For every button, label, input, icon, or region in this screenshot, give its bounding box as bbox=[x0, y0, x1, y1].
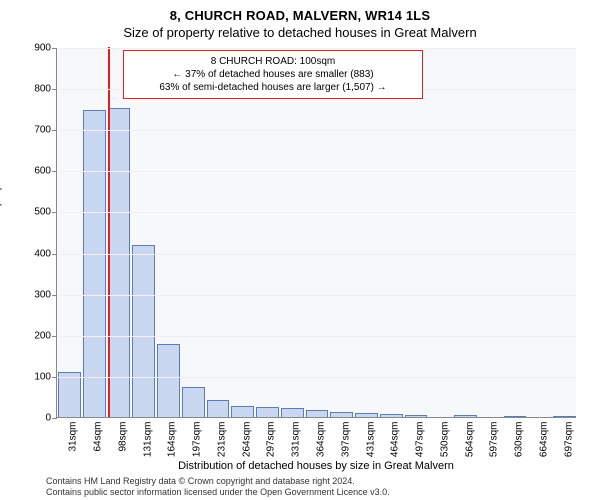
plot-area: 010020030040050060070080090031sqm64sqm98… bbox=[56, 48, 576, 418]
ytick-label: 600 bbox=[21, 166, 51, 177]
bar bbox=[454, 415, 477, 417]
xtick-label: 564sqm bbox=[464, 422, 475, 482]
bar bbox=[504, 416, 527, 417]
plot-inner: 010020030040050060070080090031sqm64sqm98… bbox=[56, 48, 576, 418]
bar bbox=[281, 408, 304, 417]
bar bbox=[108, 108, 131, 417]
x-axis-label: Distribution of detached houses by size … bbox=[56, 460, 576, 472]
ytick-mark bbox=[52, 418, 57, 419]
footer-line1: Contains HM Land Registry data © Crown c… bbox=[46, 476, 390, 487]
ytick-label: 700 bbox=[21, 125, 51, 136]
ytick-mark bbox=[52, 48, 57, 49]
y-axis-label: Number of detached properties bbox=[0, 48, 8, 418]
bar bbox=[553, 416, 576, 417]
marker-line bbox=[108, 47, 110, 417]
ytick-mark bbox=[52, 254, 57, 255]
ytick-label: 400 bbox=[21, 248, 51, 259]
ytick-label: 300 bbox=[21, 289, 51, 300]
bar bbox=[380, 414, 403, 417]
xtick-label: 364sqm bbox=[316, 422, 327, 482]
gridline bbox=[57, 48, 576, 49]
xtick-label: 197sqm bbox=[192, 422, 203, 482]
ytick-mark bbox=[52, 89, 57, 90]
ytick-mark bbox=[52, 171, 57, 172]
annotation-line: 8 CHURCH ROAD: 100sqm bbox=[130, 55, 416, 68]
xtick-label: 397sqm bbox=[340, 422, 351, 482]
ytick-mark bbox=[52, 212, 57, 213]
chart-container: 8, CHURCH ROAD, MALVERN, WR14 1LS Size o… bbox=[0, 0, 600, 500]
ytick-label: 800 bbox=[21, 84, 51, 95]
xtick-label: 98sqm bbox=[117, 422, 128, 482]
ytick-mark bbox=[52, 377, 57, 378]
bar bbox=[132, 245, 155, 417]
xtick-label: 697sqm bbox=[563, 422, 574, 482]
bar bbox=[355, 413, 378, 417]
xtick-label: 231sqm bbox=[216, 422, 227, 482]
bar bbox=[256, 407, 279, 417]
footer-text: Contains HM Land Registry data © Crown c… bbox=[46, 476, 390, 498]
ytick-label: 0 bbox=[21, 413, 51, 424]
xtick-label: 597sqm bbox=[489, 422, 500, 482]
xtick-label: 331sqm bbox=[291, 422, 302, 482]
footer-line2: Contains public sector information licen… bbox=[46, 487, 390, 498]
xtick-label: 31sqm bbox=[68, 422, 79, 482]
annotation-line: ← 37% of detached houses are smaller (88… bbox=[130, 68, 416, 81]
xtick-label: 164sqm bbox=[167, 422, 178, 482]
bar bbox=[330, 412, 353, 417]
bar bbox=[83, 110, 106, 418]
bar bbox=[157, 344, 180, 417]
ytick-mark bbox=[52, 336, 57, 337]
gridline bbox=[57, 336, 576, 337]
ytick-label: 500 bbox=[21, 207, 51, 218]
bar bbox=[231, 406, 254, 418]
xtick-label: 297sqm bbox=[266, 422, 277, 482]
gridline bbox=[57, 254, 576, 255]
gridline bbox=[57, 295, 576, 296]
bar bbox=[182, 387, 205, 417]
gridline bbox=[57, 377, 576, 378]
bars-group bbox=[57, 48, 576, 417]
bar bbox=[306, 410, 329, 417]
gridline bbox=[57, 171, 576, 172]
ytick-mark bbox=[52, 295, 57, 296]
bar bbox=[405, 415, 428, 417]
xtick-label: 64sqm bbox=[93, 422, 104, 482]
ytick-label: 900 bbox=[21, 43, 51, 54]
annotation-box: 8 CHURCH ROAD: 100sqm← 37% of detached h… bbox=[123, 50, 423, 99]
xtick-label: 530sqm bbox=[439, 422, 450, 482]
annotation-line: 63% of semi-detached houses are larger (… bbox=[130, 81, 416, 94]
xtick-label: 264sqm bbox=[241, 422, 252, 482]
chart-title-line2: Size of property relative to detached ho… bbox=[0, 23, 600, 40]
bar bbox=[58, 372, 81, 417]
xtick-label: 131sqm bbox=[142, 422, 153, 482]
chart-title-line1: 8, CHURCH ROAD, MALVERN, WR14 1LS bbox=[0, 0, 600, 23]
gridline bbox=[57, 212, 576, 213]
xtick-label: 630sqm bbox=[514, 422, 525, 482]
bar bbox=[207, 400, 230, 417]
xtick-label: 431sqm bbox=[365, 422, 376, 482]
xtick-label: 664sqm bbox=[538, 422, 549, 482]
ytick-label: 200 bbox=[21, 330, 51, 341]
gridline bbox=[57, 130, 576, 131]
xtick-label: 464sqm bbox=[390, 422, 401, 482]
ytick-mark bbox=[52, 130, 57, 131]
ytick-label: 100 bbox=[21, 371, 51, 382]
xtick-label: 497sqm bbox=[415, 422, 426, 482]
